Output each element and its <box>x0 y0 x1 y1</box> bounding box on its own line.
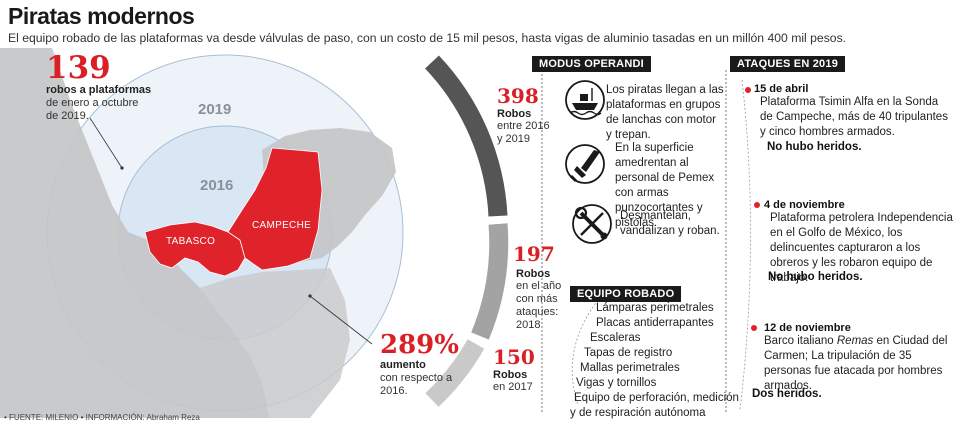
robberies-398-label-bold: Robos <box>497 108 532 120</box>
attack-dot-3 <box>751 325 757 331</box>
attack-1-desc: Plataforma Tsimin Alfa en la Sonda de Ca… <box>760 96 948 138</box>
attack-3-desc: Barco italiano Remas en Ciudad del Carme… <box>764 334 954 394</box>
equipment-guide-line <box>571 299 599 406</box>
arc-segment-150 <box>425 339 485 407</box>
equipment-item: Tapas de registro <box>584 347 673 359</box>
growth-label: con respecto a 2016. <box>380 372 453 397</box>
state-campeche <box>227 147 323 271</box>
robberies-197-value: 197 <box>513 242 555 266</box>
stat-139-label-bold: robos a plataformas <box>46 84 152 96</box>
equipment-item: Lámparas perimetrales <box>596 302 714 314</box>
land-mexico <box>0 48 270 418</box>
state-label-campeche: CAMPECHE <box>252 220 312 231</box>
equipment-heading: EQUIPO ROBADO <box>570 286 682 302</box>
attack-1-date: 15 de abril <box>754 83 809 95</box>
equipment-item: Escaleras <box>590 332 641 344</box>
page-subtitle: El equipo robado de las plataformas va d… <box>8 31 847 45</box>
ring-label-2016: 2016 <box>200 177 234 194</box>
attack-2-date: 4 de noviembre <box>764 199 845 211</box>
attack-3-vessel-name: Remas <box>836 335 874 347</box>
modus-heading: MODUS OPERANDI <box>532 56 651 72</box>
ring-label-2019: 2019 <box>198 101 232 118</box>
equipment-item: Mallas perimetrales <box>580 362 680 374</box>
equipment-list: Lámparas perimetrales Placas antiderrapa… <box>570 301 739 421</box>
attack-2-result: No hubo heridos. <box>768 271 863 283</box>
attack-1-result: No hubo heridos. <box>767 141 862 153</box>
attack-3-date: 12 de noviembre <box>764 322 851 334</box>
equipment-item: Vigas y tornillos <box>576 377 657 389</box>
attack-3-desc-pre: Barco italiano <box>764 335 837 347</box>
state-label-tabasco: TABASCO <box>166 236 216 247</box>
state-tabasco <box>144 221 246 277</box>
equipment-item: y de respiración autónoma <box>570 407 706 419</box>
attack-dot-2 <box>754 202 760 208</box>
robberies-150-value: 150 <box>493 345 535 369</box>
land-south <box>200 268 350 418</box>
modus-item-2: En la superficie amedrentan al personal … <box>615 142 715 229</box>
boat-icon <box>565 80 605 120</box>
modus-item-1: Los piratas llegan a las plataformas en … <box>606 84 724 141</box>
attack-dot-1 <box>745 87 751 93</box>
wrench-icon <box>572 204 612 244</box>
modus-item-3: Desmantelan, vandalizan y roban. <box>620 210 720 237</box>
robberies-398-value: 398 <box>497 84 539 108</box>
robberies-150-label: en 2017 <box>493 381 533 393</box>
robberies-150-label-bold: Robos <box>493 369 528 381</box>
attacks-heading: ATAQUES EN 2019 <box>730 56 846 72</box>
stat-139-value: 139 <box>46 50 111 86</box>
footer-source: • FUENTE: MILENIO • INFORMACIÓN: Abraham… <box>4 413 200 422</box>
page-title: Piratas modernos <box>8 3 195 29</box>
growth-value: 289% <box>380 330 459 360</box>
equipment-item: Equipo de perforación, medición <box>574 392 739 404</box>
attack-3-result: Dos heridos. <box>752 388 822 400</box>
growth-label-bold: aumento <box>380 359 426 371</box>
arc-segment-197 <box>471 223 509 340</box>
stat-139-label: de enero a octubre de 2019. <box>46 97 139 122</box>
arc-segment-398 <box>425 55 508 217</box>
attack-timeline-line <box>739 79 751 411</box>
robberies-398-label: entre 2016 y 2019 <box>497 120 550 145</box>
attack-2-desc: Plataforma petrolera Independencia en el… <box>770 212 953 284</box>
robberies-197-label-bold: Robos <box>516 268 551 280</box>
attack-3-desc-post: en Ciudad del Carmen; La tripulación de … <box>764 335 948 392</box>
knife-icon <box>565 144 605 184</box>
robberies-197-label: en el año con más ataques: 2018 <box>516 280 562 331</box>
equipment-item: Placas antiderrapantes <box>596 317 714 329</box>
